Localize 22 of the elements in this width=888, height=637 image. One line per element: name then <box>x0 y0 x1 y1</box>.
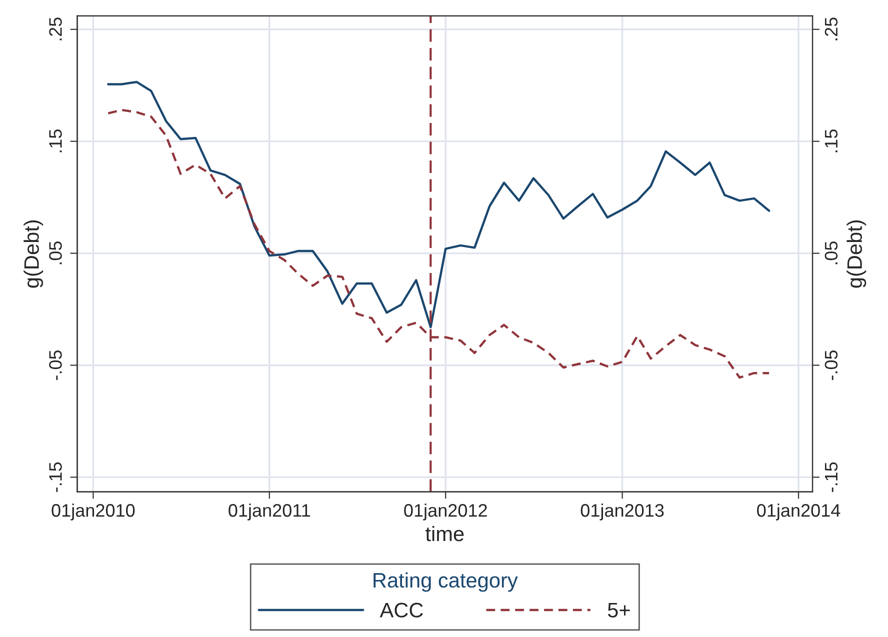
y2-tick-label: .15 <box>824 130 838 152</box>
y-tick-label: .05 <box>49 241 62 264</box>
x-tick-label: 01jan2013 <box>580 504 664 520</box>
legend-label: ACC <box>380 602 423 618</box>
y-tick-label: .15 <box>49 130 62 152</box>
y-tick-label: -.15 <box>49 462 62 492</box>
y2-axis-title: g(Debt) <box>846 220 866 288</box>
y2-tick-label: -.05 <box>824 350 838 380</box>
legend-label: 5+ <box>608 602 630 618</box>
line-series <box>107 80 770 328</box>
y-axis-title: g(Debt) <box>24 220 44 288</box>
x-tick-label: 01jan2012 <box>404 504 487 520</box>
y2-tick-label: -.15 <box>824 462 838 492</box>
y-tick-label: -.05 <box>49 350 62 380</box>
y2-tick-label: .25 <box>824 18 838 40</box>
x-tick-label: 01jan2014 <box>757 504 840 520</box>
y2-tick-label: .05 <box>824 241 838 264</box>
y-tick-label: .25 <box>49 18 62 40</box>
x-tick-label: 01jan2010 <box>52 504 135 520</box>
legend-title: Rating category <box>374 572 518 592</box>
x-tick-label: 01jan2011 <box>228 504 310 520</box>
x-axis-title: time <box>426 526 464 542</box>
